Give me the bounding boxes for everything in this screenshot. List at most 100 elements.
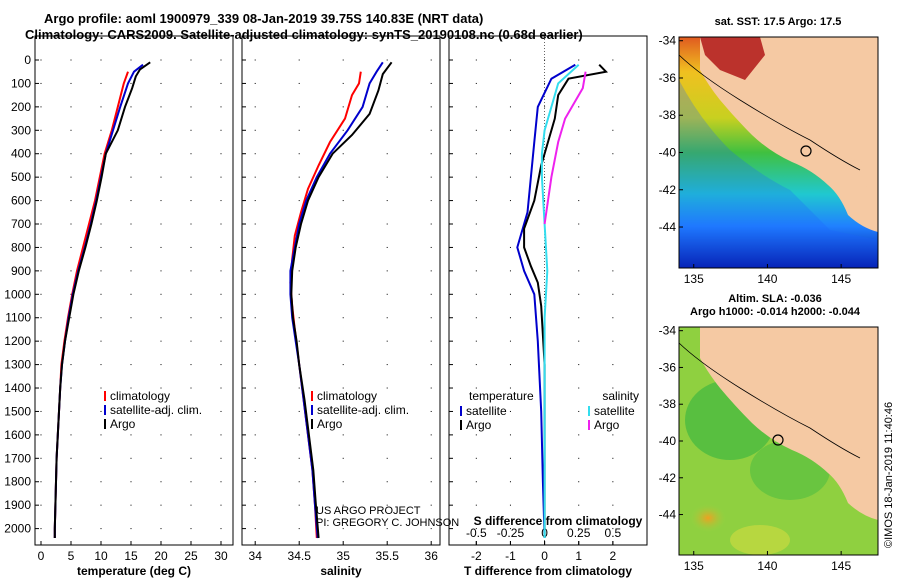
grid-dot (220, 153, 222, 155)
grid-dot (100, 246, 102, 248)
legend-label: Argo (466, 418, 492, 432)
grid-dot (578, 59, 580, 61)
grid-dot (386, 59, 388, 61)
grid-dot (100, 200, 102, 202)
grid-dot (386, 504, 388, 506)
figure-title-line1: Argo profile: aoml 1900979_339 08-Jan-20… (44, 11, 484, 26)
grid-dot (160, 481, 162, 483)
grid-dot (254, 481, 256, 483)
grid-dot (40, 528, 42, 530)
grid-dot (509, 270, 511, 272)
grid-dot (342, 129, 344, 131)
y-tick-label: 900 (11, 264, 31, 278)
grid-dot (70, 153, 72, 155)
y-tick-label: 200 (11, 100, 31, 114)
grid-dot (342, 364, 344, 366)
grid-dot (509, 317, 511, 319)
y-tick-label: 300 (11, 123, 31, 137)
grid-dot (100, 223, 102, 225)
grid-dot (612, 59, 614, 61)
grid-dot (612, 410, 614, 412)
grid-dot (130, 434, 132, 436)
grid-dot (130, 129, 132, 131)
grid-dot (578, 223, 580, 225)
map-x-tick-label: 135 (684, 272, 704, 286)
grid-dot (342, 481, 344, 483)
grid-dot (612, 270, 614, 272)
grid-dot (130, 106, 132, 108)
grid-dot (254, 176, 256, 178)
grid-dot (190, 504, 192, 506)
grid-dot (130, 410, 132, 412)
grid-dot (578, 434, 580, 436)
grid-dot (220, 434, 222, 436)
grid-dot (612, 129, 614, 131)
y-tick-label: 1100 (5, 311, 31, 325)
grid-dot (190, 59, 192, 61)
grid-dot (160, 223, 162, 225)
grid-dot (475, 59, 477, 61)
grid-dot (190, 340, 192, 342)
legend-label: Argo (110, 417, 136, 431)
grid-dot (544, 82, 546, 84)
grid-dot (612, 504, 614, 506)
x-tick-label: 15 (124, 549, 138, 563)
grid-dot (130, 246, 132, 248)
grid-dot (254, 153, 256, 155)
grid-dot (70, 176, 72, 178)
grid-dot (475, 504, 477, 506)
grid-dot (612, 481, 614, 483)
grid-dot (40, 59, 42, 61)
x-tick-label: 34 (249, 549, 263, 563)
grid-dot (578, 200, 580, 202)
grid-dot (386, 270, 388, 272)
map-x-tick-label: 140 (757, 272, 777, 286)
grid-dot (386, 223, 388, 225)
grid-dot (254, 504, 256, 506)
grid-dot (130, 481, 132, 483)
grid-dot (130, 270, 132, 272)
grid-dot (40, 481, 42, 483)
grid-dot (70, 528, 72, 530)
legend-label: satellite (594, 404, 635, 418)
grid-dot (40, 410, 42, 412)
y-tick-label: 1700 (4, 451, 31, 465)
grid-dot (430, 293, 432, 295)
grid-dot (509, 457, 511, 459)
grid-dot (430, 59, 432, 61)
grid-dot (220, 106, 222, 108)
grid-dot (612, 176, 614, 178)
grid-dot (160, 153, 162, 155)
map-y-tick-label: -34 (659, 34, 677, 48)
grid-dot (40, 340, 42, 342)
grid-dot (430, 129, 432, 131)
grid-dot (475, 434, 477, 436)
x-tick-label: -2 (471, 549, 482, 563)
grid-dot (430, 434, 432, 436)
x-tick-label: 20 (154, 549, 168, 563)
grid-dot (298, 457, 300, 459)
x-tick-label: -1 (505, 549, 516, 563)
grid-dot (190, 200, 192, 202)
grid-dot (578, 246, 580, 248)
grid-dot (40, 434, 42, 436)
map-y-tick-label: -34 (659, 324, 677, 338)
grid-dot (612, 223, 614, 225)
grid-dot (70, 293, 72, 295)
land-australia (700, 37, 878, 232)
grid-dot (40, 317, 42, 319)
grid-dot (430, 387, 432, 389)
x-tick-label: 0 (38, 549, 45, 563)
y-tick-label: 700 (11, 217, 31, 231)
grid-dot (612, 293, 614, 295)
x-axis-label: T difference from climatology (464, 564, 632, 578)
sst-map-title: sat. SST: 17.5 Argo: 17.5 (715, 16, 842, 28)
grid-dot (544, 106, 546, 108)
map-y-tick-label: -44 (659, 220, 677, 234)
y-tick-label: 1600 (4, 428, 31, 442)
grid-dot (298, 528, 300, 530)
grid-dot (130, 317, 132, 319)
grid-dot (578, 340, 580, 342)
grid-dot (100, 106, 102, 108)
x2-tick-label: 0.5 (605, 526, 622, 540)
